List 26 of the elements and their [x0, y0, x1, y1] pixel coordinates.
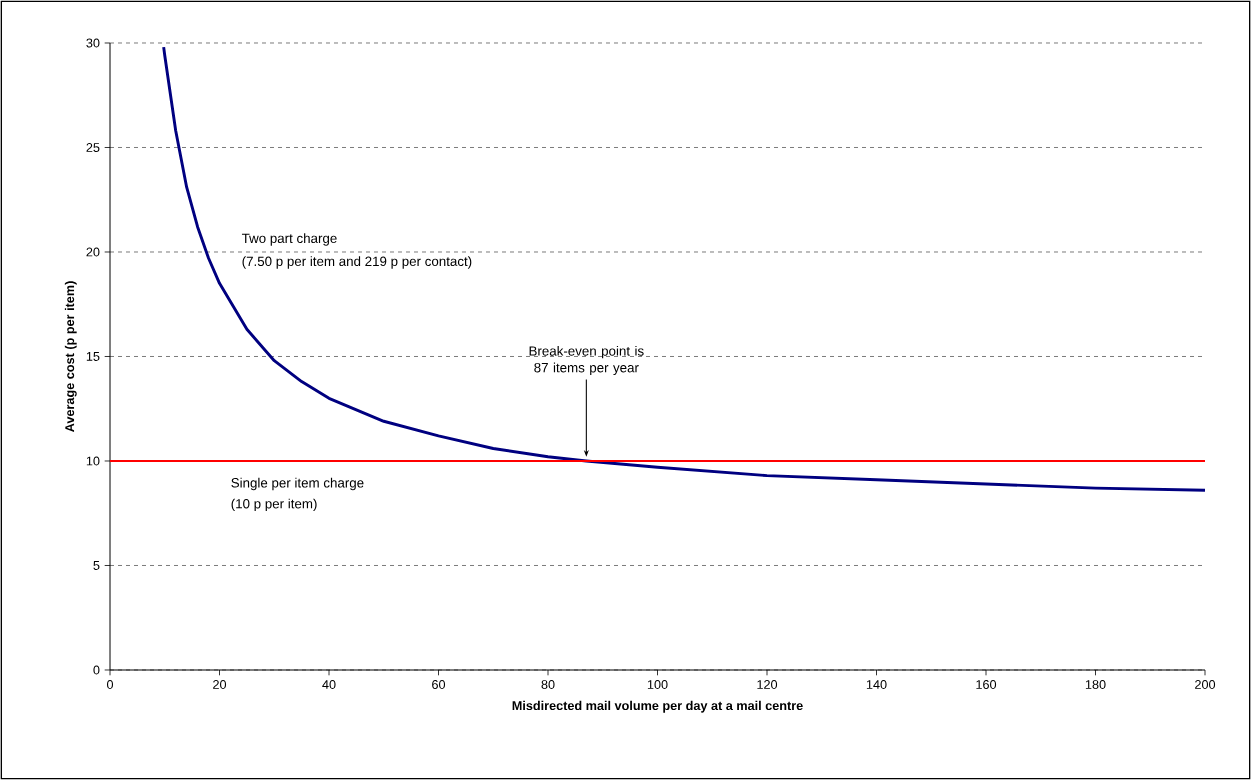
y-tick-label: 5	[93, 561, 100, 570]
x-tick-label: 40	[322, 680, 336, 689]
y-axis-title: Average cost (p per item)	[64, 281, 77, 432]
annotation: (10 p per item)	[231, 498, 317, 512]
x-tick-label: 0	[106, 680, 114, 689]
y-tick-label: 15	[86, 352, 100, 361]
x-tick-label: 200	[1195, 680, 1216, 689]
x-tick-label: 180	[1085, 680, 1106, 689]
y-tick-label: 25	[86, 143, 100, 152]
x-tick-label: 160	[976, 680, 997, 689]
annotation: Break-even point is 87 items per year	[529, 345, 644, 376]
annotation: (7.50 p per item and 219 p per contact)	[242, 256, 472, 269]
x-tick-label: 60	[432, 680, 446, 689]
x-tick-label: 140	[866, 680, 887, 689]
x-axis-title: Misdirected mail volume per day at a mail centre	[512, 700, 803, 713]
x-tick-label: 100	[647, 680, 668, 689]
y-tick-label: 10	[86, 456, 100, 466]
series-label: Single per item charge	[231, 477, 364, 491]
x-tick-label: 20	[213, 680, 227, 689]
y-tick-label: 30	[86, 38, 100, 48]
line-series	[162, 45, 1206, 492]
text: Two part charge	[241, 233, 337, 246]
y-tick-label: 0	[93, 665, 100, 675]
x-tick-label: 80	[541, 680, 555, 689]
x-tick-label: 120	[757, 680, 778, 689]
y-tick-label: 20	[86, 247, 100, 257]
